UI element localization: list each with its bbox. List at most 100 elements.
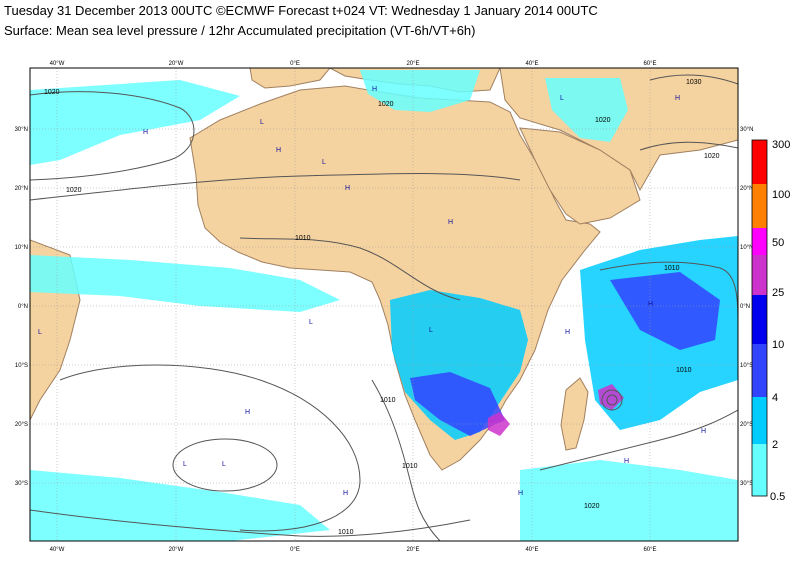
longitude-label-bottom: 40°E (525, 547, 538, 553)
longitude-label-bottom: 40°W (50, 547, 65, 553)
legend-label: 25 (772, 287, 784, 299)
high-pressure-marker: H (276, 147, 281, 154)
intense-core-cyclone (598, 384, 624, 410)
legend-swatch-25-50 (752, 228, 767, 255)
latitude-label-left: 30°S (15, 481, 28, 487)
high-pressure-marker: H (675, 95, 680, 102)
longitude-label-bottom: 20°W (169, 547, 184, 553)
isobar-1020-arabia (639, 141, 738, 151)
longitude-label-bottom: 0°E (290, 547, 300, 553)
latitude-labels: 30°N 20°N 10°N 0°N 10°S 20°S 30°S 30°N 2… (15, 127, 754, 487)
legend-swatch-100-300 (752, 140, 767, 184)
precip-band-tropical-atlantic (30, 255, 340, 312)
madagascar-island (560, 377, 589, 451)
isobar-label: 1020 (584, 503, 600, 510)
longitude-label-top: 60°E (643, 61, 656, 67)
isobar-1010-indian (599, 261, 738, 331)
isobar-label: 1020 (378, 101, 394, 108)
low-pressure-marker: L (260, 119, 264, 126)
low-pressure-marker: L (222, 461, 226, 468)
latitude-label-right: 30°S (740, 481, 753, 487)
low-pressure-marker: L (38, 329, 42, 336)
longitude-label-top: 20°E (406, 61, 419, 67)
high-pressure-marker: H (143, 129, 148, 136)
high-pressure-marker: H (624, 458, 629, 465)
legend-swatch-10-25 (752, 255, 767, 295)
high-pressure-marker: H (343, 490, 348, 497)
legend-label: 0.5 (770, 491, 785, 503)
latitude-label-left: 10°N (15, 245, 28, 251)
isobar-1010-south-atlantic (30, 509, 471, 537)
isobar-label: 1020 (66, 187, 82, 194)
latitude-label-right: 10°S (740, 363, 753, 369)
low-pressure-marker: L (429, 327, 433, 334)
low-pressure-marker: L (322, 159, 326, 166)
precip-band-north-atlantic (30, 80, 240, 165)
high-pressure-marker: H (518, 490, 523, 497)
latitude-label-left: 30°N (15, 127, 28, 133)
high-pressure-marker: H (565, 329, 570, 336)
arabian-peninsula (519, 127, 641, 225)
isobars (30, 74, 738, 541)
isobar-label: 1020 (595, 117, 611, 124)
isobar-label: 1010 (402, 463, 418, 470)
precipitation-legend: 300 100 50 25 10 4 2 0.5 (751, 139, 790, 503)
isobar-1030-middle-east (649, 74, 738, 85)
latitude-label-right: 20°S (740, 422, 753, 428)
heavy-precip-indian-ocean (610, 272, 720, 350)
latitude-label-left: 20°N (15, 186, 28, 192)
latitude-label-left: 20°S (15, 422, 28, 428)
map-title: Tuesday 31 December 2013 00UTC ©ECMWF Fo… (4, 3, 598, 18)
isobar-1020-southern-ocean (539, 409, 738, 471)
isobar-label: 1010 (338, 529, 354, 536)
latitude-label-right: 10°N (740, 245, 753, 251)
map-subtitle: Surface: Mean sea level pressure / 12hr … (4, 23, 476, 38)
isobar-1010-equatorial (239, 237, 461, 301)
iberia-landmass (249, 68, 331, 89)
legend-swatch-0.5-2 (752, 397, 767, 444)
longitude-label-top: 40°E (525, 61, 538, 67)
legend-label: 300 (772, 139, 790, 151)
cyclone-contour-inner (606, 394, 618, 406)
isobar-1010-southern-africa (371, 379, 441, 541)
isobar-label: 1030 (686, 79, 702, 86)
isobar-label: 1020 (704, 153, 720, 160)
legend-frame (751, 139, 768, 497)
precip-field-middle-east (545, 78, 628, 142)
isobar-label: 1020 (44, 89, 60, 96)
isobar-1020-atlantic (30, 173, 521, 201)
legend-label: 100 (772, 189, 790, 201)
cyclone-contour-outer (601, 389, 623, 411)
isobar-labels: 1020 1020 1020 1020 1030 1010 1010 1010 … (44, 79, 720, 536)
pressure-centres: H H H H H H H H H H H H H L L L L L L L … (38, 86, 706, 497)
low-pressure-contour (172, 438, 278, 492)
map-frame (29, 67, 739, 542)
longitude-label-top: 0°E (290, 61, 300, 67)
legend-label: 10 (772, 339, 784, 351)
isobar-1020-south-atlantic (59, 364, 361, 532)
legend-swatch-2-4 (752, 344, 767, 397)
latitude-label-right: 20°N (740, 186, 753, 192)
latitude-label-left: 10°S (15, 363, 28, 369)
legend-label: 2 (772, 439, 778, 451)
precip-field-mediterranean (360, 70, 480, 112)
legend-swatch-below-0.5 (752, 444, 767, 496)
low-pressure-marker: L (183, 461, 187, 468)
isobar-label: 1010 (676, 367, 692, 374)
low-pressure-marker: L (309, 319, 313, 326)
high-pressure-marker: H (372, 86, 377, 93)
isobar-label: 1010 (664, 265, 680, 272)
precip-band-south-atlantic (30, 470, 330, 541)
longitude-labels: 40°W 20°W 0°E 20°E 40°E 60°E 40°W 20°W 0… (50, 61, 657, 553)
longitude-label-bottom: 20°E (406, 547, 419, 553)
precipitation-layer (30, 70, 738, 541)
isobar-label: 1010 (295, 235, 311, 242)
longitude-label-top: 40°W (50, 61, 65, 67)
longitude-label-top: 20°W (169, 61, 184, 67)
precip-band-southern-ocean (520, 460, 738, 541)
high-pressure-marker: H (245, 409, 250, 416)
high-pressure-marker: H (345, 185, 350, 192)
isobar-label: 1010 (380, 397, 396, 404)
low-pressure-marker: L (560, 95, 564, 102)
